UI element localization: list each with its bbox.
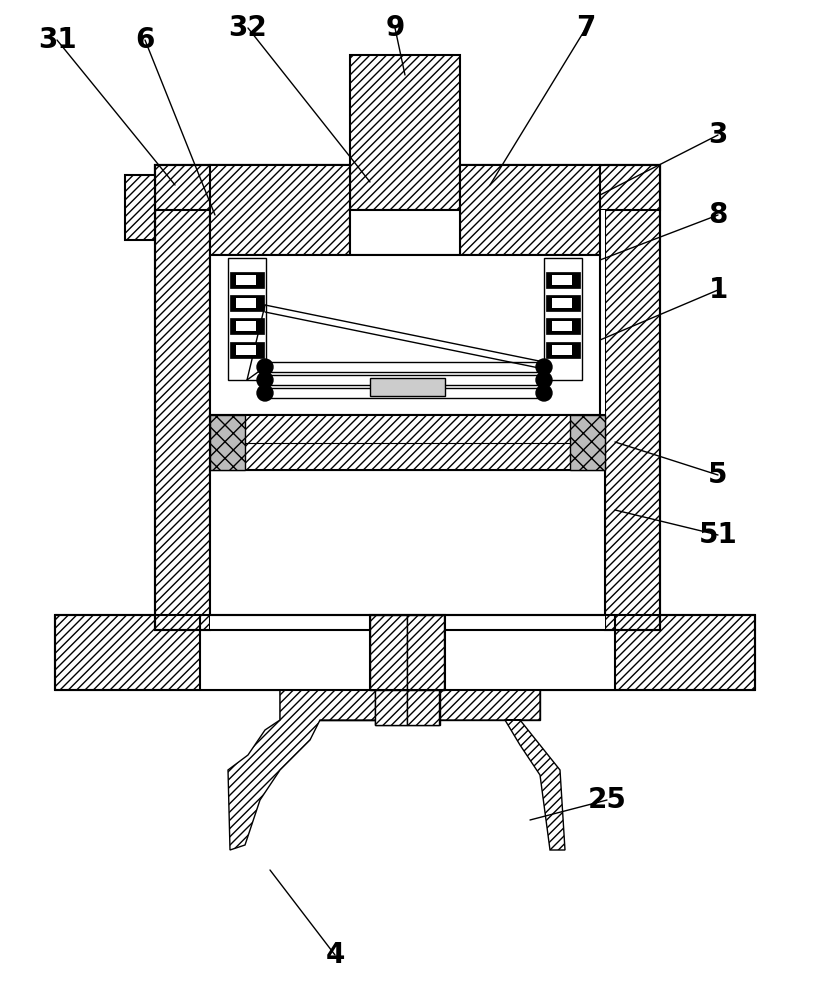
Bar (460, 165, 600, 255)
Text: 6: 6 (135, 26, 154, 54)
Text: 9: 9 (385, 14, 405, 42)
Bar (265, 375, 544, 385)
Bar (350, 210, 460, 255)
Bar (552, 298, 572, 308)
Bar (440, 690, 540, 720)
Text: 1: 1 (708, 276, 728, 304)
Bar (280, 690, 380, 720)
Bar (230, 318, 264, 334)
Bar (570, 415, 605, 470)
Bar (236, 345, 256, 355)
Bar (280, 690, 380, 720)
Bar (265, 362, 544, 372)
Bar (546, 342, 580, 358)
Bar (265, 388, 544, 398)
Text: 8: 8 (708, 201, 728, 229)
Text: 51: 51 (698, 521, 737, 549)
Bar (55, 615, 755, 690)
Bar (552, 345, 572, 355)
Polygon shape (228, 690, 380, 850)
Bar (370, 615, 407, 690)
Bar (370, 615, 445, 690)
Bar (375, 690, 440, 725)
Bar (370, 378, 445, 396)
Bar (210, 165, 350, 255)
Bar (155, 165, 210, 630)
Bar (375, 690, 407, 725)
Bar (605, 165, 660, 630)
Bar (200, 615, 615, 690)
Text: 5: 5 (708, 461, 728, 489)
Circle shape (536, 385, 552, 401)
Bar (236, 275, 256, 285)
Bar (546, 295, 580, 311)
Bar (210, 210, 605, 630)
Polygon shape (440, 690, 565, 850)
Circle shape (536, 372, 552, 388)
Bar (230, 342, 264, 358)
Text: 32: 32 (228, 14, 267, 42)
Text: 4: 4 (325, 941, 345, 969)
Circle shape (257, 372, 273, 388)
Bar (228, 258, 266, 380)
Bar (210, 415, 605, 470)
Bar (350, 55, 460, 210)
Bar (125, 175, 155, 240)
Bar (155, 165, 660, 210)
Bar (236, 298, 256, 308)
Bar (236, 321, 256, 331)
Bar (552, 321, 572, 331)
Bar (407, 615, 444, 690)
Text: 31: 31 (37, 26, 76, 54)
Bar (552, 275, 572, 285)
Bar (155, 165, 660, 630)
Bar (546, 318, 580, 334)
Circle shape (257, 359, 273, 375)
Bar (407, 690, 439, 725)
Text: 25: 25 (588, 786, 627, 814)
Bar (210, 470, 605, 615)
Bar (230, 272, 264, 288)
Bar (546, 272, 580, 288)
Bar (210, 255, 600, 415)
Text: 7: 7 (576, 14, 596, 42)
Bar (544, 258, 582, 380)
Circle shape (257, 385, 273, 401)
Bar (210, 415, 245, 470)
Circle shape (536, 359, 552, 375)
Text: 3: 3 (708, 121, 728, 149)
Bar (230, 295, 264, 311)
